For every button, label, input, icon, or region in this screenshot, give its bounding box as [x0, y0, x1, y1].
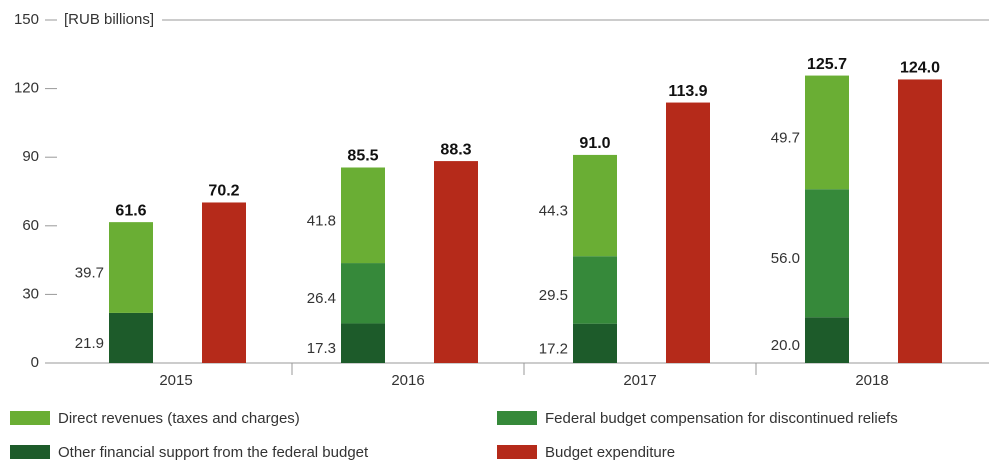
- legend-label: Federal budget compensation for disconti…: [545, 410, 898, 427]
- x-tick-label: 2016: [391, 372, 424, 389]
- y-axis-label: [RUB billions]: [64, 11, 154, 28]
- y-tick-label: 150: [14, 11, 39, 28]
- legend-swatch: [497, 411, 537, 425]
- legend-label: Budget expenditure: [545, 444, 675, 461]
- bar-segment: [573, 256, 617, 324]
- bar: [666, 102, 710, 363]
- segment-label: 17.3: [307, 340, 336, 357]
- bar-segment: [573, 323, 617, 363]
- segment-label: 29.5: [539, 287, 568, 304]
- legend-label: Other financial support from the federal…: [58, 444, 369, 461]
- x-tick-label: 2017: [623, 372, 656, 389]
- value-label: 70.2: [208, 183, 239, 200]
- legend-swatch: [497, 445, 537, 459]
- segment-label: 41.8: [307, 212, 336, 229]
- legend-swatch: [10, 411, 50, 425]
- bar: [434, 161, 478, 363]
- bar-segment: [109, 312, 153, 363]
- y-tick-label: 120: [14, 80, 39, 97]
- bar-segment: [341, 323, 385, 363]
- bar-segment: [573, 154, 617, 257]
- bar-segment: [805, 317, 849, 363]
- y-tick-label: 30: [22, 285, 39, 302]
- segment-label: 56.0: [771, 250, 800, 267]
- segment-label: 26.4: [307, 290, 336, 307]
- segment-label: 49.7: [771, 129, 800, 146]
- value-label: 113.9: [668, 83, 707, 100]
- legend-label: Direct revenues (taxes and charges): [58, 410, 300, 427]
- total-label: 85.5: [347, 148, 378, 165]
- total-label: 125.7: [807, 56, 847, 73]
- segment-label: 44.3: [539, 203, 568, 220]
- value-label: 88.3: [440, 141, 471, 158]
- total-label: 91.0: [579, 135, 610, 152]
- y-tick-label: 60: [22, 217, 39, 234]
- segment-label: 20.0: [771, 337, 800, 354]
- bar: [202, 202, 246, 363]
- bar-segment: [805, 75, 849, 190]
- bar-segment: [341, 167, 385, 264]
- x-tick-label: 2018: [855, 372, 888, 389]
- bar-segment: [805, 189, 849, 318]
- segment-label: 17.2: [539, 340, 568, 357]
- y-tick-label: 90: [22, 148, 39, 165]
- segment-label: 21.9: [75, 335, 104, 352]
- bar-segment: [341, 263, 385, 324]
- value-label: 124.0: [900, 60, 940, 77]
- total-label: 61.6: [115, 202, 146, 219]
- bar-segment: [109, 222, 153, 313]
- legend-swatch: [10, 445, 50, 459]
- x-tick-label: 2015: [159, 372, 192, 389]
- bar: [898, 79, 942, 363]
- segment-label: 39.7: [75, 265, 104, 282]
- y-tick-label: 0: [31, 354, 39, 371]
